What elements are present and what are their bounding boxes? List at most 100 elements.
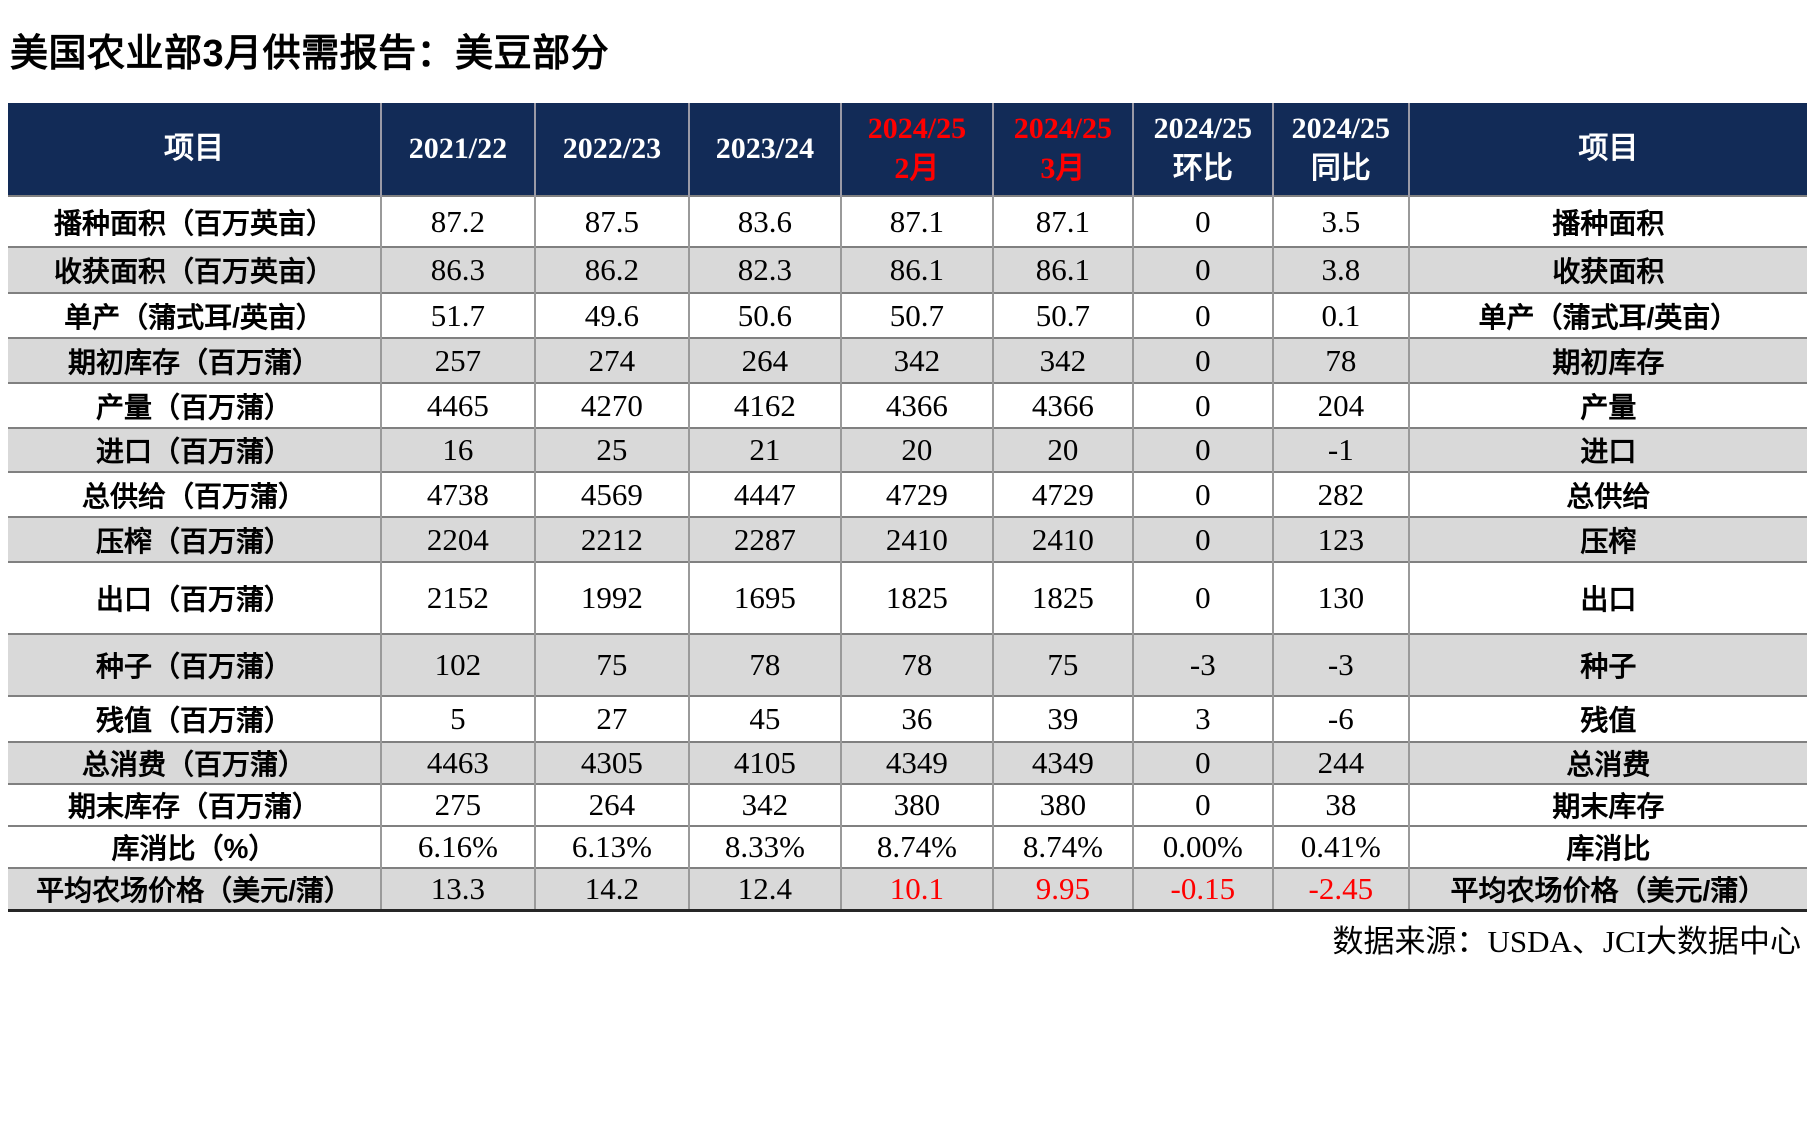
cell-value: 38 (1271, 783, 1409, 826)
table-row: 产量（百万蒲） 4465 4270 4162 4366 4366 0 204 产量 (8, 382, 1807, 428)
cell-value: 4738 (379, 471, 535, 517)
row-label-right: 收获面积 (1407, 246, 1807, 293)
row-label-right: 单产（蒲式耳/英亩） (1407, 292, 1807, 338)
cell-value: 4366 (991, 382, 1133, 428)
cell-value: 2204 (379, 516, 535, 562)
table-header: 项目 2021/22 2022/23 2023/24 2024/25 2月 2024/25… (8, 103, 1807, 196)
page-title: 美国农业部3月供需报告：美豆部分 (10, 33, 610, 75)
row-label-right: 进口 (1407, 427, 1807, 472)
row-label-right: 残值 (1407, 695, 1807, 742)
cell-value: 50.7 (991, 292, 1133, 338)
cell-value: 4447 (687, 471, 841, 517)
table-row: 种子（百万蒲） 102 75 78 78 75 -3 -3 种子 (8, 633, 1807, 696)
cell-value: 4105 (687, 741, 841, 784)
column-header-3: 2023/24 (687, 103, 841, 196)
table-row: 播种面积（百万英亩） 87.2 87.5 83.6 87.1 87.1 0 3.5 播种面积 (8, 195, 1807, 247)
cell-value: 380 (991, 783, 1133, 826)
cell-value: 0.00% (1131, 825, 1273, 868)
cell-value: 12.4 (687, 867, 841, 911)
cell-value: 1825 (839, 561, 993, 634)
cell-value: -2.45 (1271, 867, 1409, 911)
row-label-right: 出口 (1407, 561, 1807, 634)
cell-value: 86.1 (839, 246, 993, 293)
cell-value: 0 (1131, 292, 1273, 338)
header-row: 项目 2021/22 2022/23 2023/24 2024/25 2月 2024/25… (8, 103, 1807, 196)
cell-value: 45 (687, 695, 841, 742)
column-header-7: 2024/25 同比 (1271, 103, 1409, 196)
row-label-right: 压榨 (1407, 516, 1807, 562)
cell-value: 4366 (839, 382, 993, 428)
cell-value: 4729 (839, 471, 993, 517)
cell-value: 8.33% (687, 825, 841, 868)
cell-value: 75 (991, 633, 1133, 696)
table-row: 期初库存（百万蒲） 257 274 264 342 342 0 78 期初库存 (8, 337, 1807, 383)
cell-value: 4270 (533, 382, 689, 428)
table-row: 总消费（百万蒲） 4463 4305 4105 4349 4349 0 244 总消费 (8, 741, 1807, 784)
column-header-6: 2024/25 环比 (1131, 103, 1273, 196)
table-row: 残值（百万蒲） 5 27 45 36 39 3 -6 残值 (8, 695, 1807, 742)
cell-value: 86.2 (533, 246, 689, 293)
cell-value: 4349 (991, 741, 1133, 784)
cell-value: 2410 (839, 516, 993, 562)
cell-value: 51.7 (379, 292, 535, 338)
cell-value: 86.3 (379, 246, 535, 293)
row-label-right: 种子 (1407, 633, 1807, 696)
cell-value: 39 (991, 695, 1133, 742)
cell-value: 0 (1131, 516, 1273, 562)
cell-value: 1695 (687, 561, 841, 634)
cell-value: -0.15 (1131, 867, 1273, 911)
cell-value: 78 (1271, 337, 1409, 383)
data-source-note: 数据来源：USDA、JCI大数据中心 (1332, 924, 1801, 959)
row-label-left: 进口（百万蒲） (8, 427, 381, 472)
cell-value: 264 (687, 337, 841, 383)
row-label-left: 播种面积（百万英亩） (8, 195, 381, 247)
cell-value: 27 (533, 695, 689, 742)
table-row: 出口（百万蒲） 2152 1992 1695 1825 1825 0 130 出口 (8, 561, 1807, 634)
cell-value: 2410 (991, 516, 1133, 562)
table-row: 库消比（%） 6.16% 6.13% 8.33% 8.74% 8.74% 0.00% 0.41… (8, 825, 1807, 868)
cell-value: 0 (1131, 195, 1273, 247)
table-row: 平均农场价格（美元/蒲） 13.3 14.2 12.4 10.1 9.95 -0.15 -2.… (8, 867, 1807, 911)
cell-value: 0 (1131, 561, 1273, 634)
cell-value: 1825 (991, 561, 1133, 634)
cell-value: 0 (1131, 427, 1273, 472)
column-header-5: 2024/25 3月 (991, 103, 1133, 196)
cell-value: 0.1 (1271, 292, 1409, 338)
cell-value: 244 (1271, 741, 1409, 784)
cell-value: 204 (1271, 382, 1409, 428)
cell-value: 2152 (379, 561, 535, 634)
row-label-left: 总消费（百万蒲） (8, 741, 381, 784)
column-header-1: 2021/22 (379, 103, 535, 196)
row-label-right: 平均农场价格（美元/蒲） (1407, 867, 1807, 911)
cell-value: 87.2 (379, 195, 535, 247)
cell-value: 0 (1131, 471, 1273, 517)
cell-value: 1992 (533, 561, 689, 634)
cell-value: 4463 (379, 741, 535, 784)
cell-value: 4729 (991, 471, 1133, 517)
row-label-right: 总消费 (1407, 741, 1807, 784)
row-label-right: 期初库存 (1407, 337, 1807, 383)
cell-value: 4465 (379, 382, 535, 428)
row-label-left: 期初库存（百万蒲） (8, 337, 381, 383)
cell-value: -3 (1131, 633, 1273, 696)
cell-value: 8.74% (991, 825, 1133, 868)
cell-value: 83.6 (687, 195, 841, 247)
row-label-left: 残值（百万蒲） (8, 695, 381, 742)
cell-value: 102 (379, 633, 535, 696)
cell-value: 20 (991, 427, 1133, 472)
cell-value: 78 (687, 633, 841, 696)
row-label-right: 期末库存 (1407, 783, 1807, 826)
cell-value: 342 (839, 337, 993, 383)
cell-value: 14.2 (533, 867, 689, 911)
row-label-left: 产量（百万蒲） (8, 382, 381, 428)
cell-value: -3 (1271, 633, 1409, 696)
supply-demand-table: 项目 2021/22 2022/23 2023/24 2024/25 2月 2024/25… (8, 103, 1807, 912)
cell-value: -1 (1271, 427, 1409, 472)
cell-value: 4349 (839, 741, 993, 784)
row-label-left: 库消比（%） (8, 825, 381, 868)
cell-value: 21 (687, 427, 841, 472)
cell-value: 25 (533, 427, 689, 472)
row-label-left: 收获面积（百万英亩） (8, 246, 381, 293)
cell-value: 0.41% (1271, 825, 1409, 868)
